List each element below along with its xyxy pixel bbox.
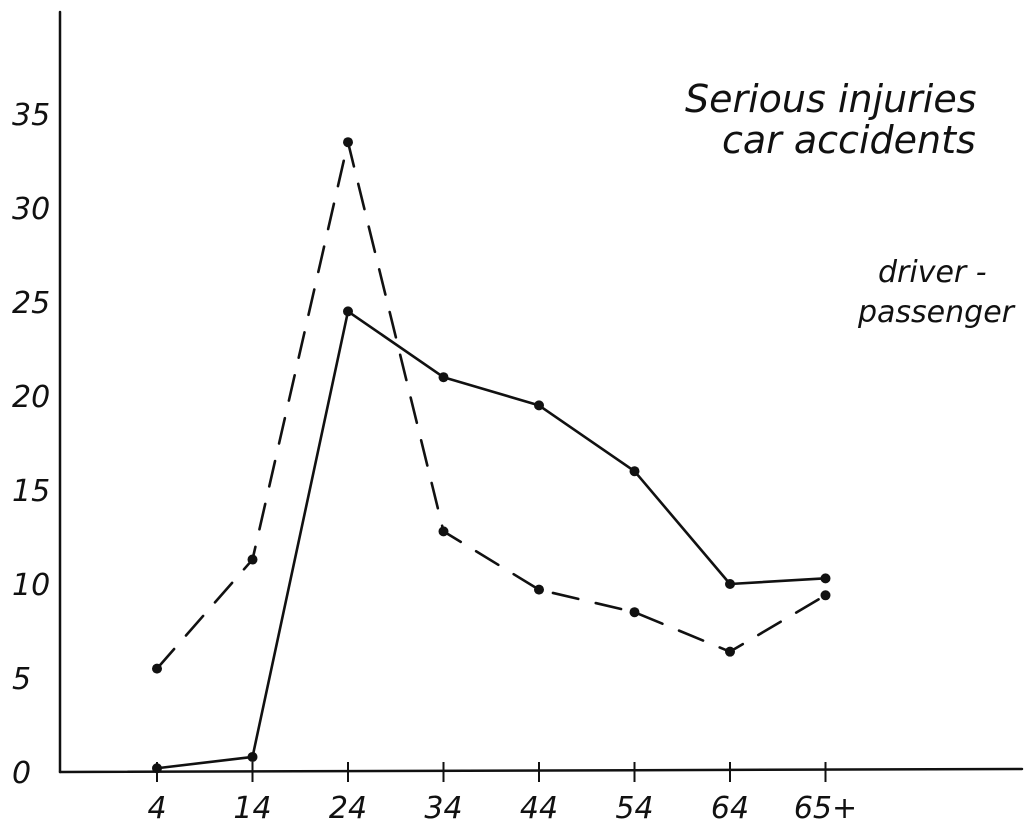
- x-tick-label: 24: [329, 791, 367, 826]
- y-axis-ticks: 0 5 10 15 20 25 30 35: [12, 98, 50, 791]
- y-tick-label: 5: [12, 662, 31, 697]
- legend-line-1: driver -: [878, 255, 987, 290]
- y-tick-label: 35: [12, 98, 50, 133]
- data-point-dashed: [629, 607, 640, 618]
- chart-title-line-2: car accidents: [722, 118, 976, 162]
- series-line-dashed: [155, 140, 827, 670]
- data-point-dashed: [343, 137, 353, 148]
- y-tick-label: 15: [12, 474, 50, 509]
- series-line-solid: [155, 310, 827, 770]
- series-dashed: [152, 137, 831, 674]
- x-tick-label: 14: [233, 791, 271, 826]
- y-tick-label: 25: [12, 286, 50, 321]
- data-point-dashed: [725, 646, 735, 657]
- x-axis-line: [58, 767, 1024, 774]
- data-point-dashed: [438, 526, 449, 537]
- y-tick-label: 0: [12, 756, 31, 791]
- x-tick-label: 64: [711, 791, 749, 826]
- x-tick-label: 44: [520, 791, 558, 826]
- data-point-dashed: [534, 584, 544, 595]
- x-tick-label: 65+: [794, 791, 857, 826]
- data-point-solid: [629, 466, 640, 477]
- data-point-solid: [438, 372, 449, 383]
- data-point-solid: [534, 400, 544, 411]
- series-layer: [152, 137, 831, 774]
- data-point-dashed: [152, 663, 162, 674]
- x-axis-ticks: 4 14 24 34 44 54 64 65+: [147, 762, 857, 826]
- chart-title-line-1: Serious injuries: [685, 77, 977, 121]
- y-tick-label: 30: [12, 192, 50, 227]
- data-point-solid: [247, 751, 258, 762]
- x-tick-label: 34: [424, 791, 462, 826]
- data-point-solid: [343, 306, 353, 317]
- legend-line-2: passenger: [857, 295, 1016, 330]
- x-tick-label: 54: [615, 791, 653, 826]
- axes: [58, 10, 1024, 774]
- data-point-solid: [820, 573, 831, 584]
- y-tick-label: 20: [12, 380, 50, 415]
- x-tick-label: 4: [147, 791, 166, 826]
- data-point-dashed: [247, 554, 258, 565]
- data-point-solid: [725, 579, 735, 589]
- data-point-solid: [152, 763, 162, 774]
- y-tick-label: 10: [12, 568, 50, 603]
- data-point-dashed: [820, 590, 831, 601]
- series-solid: [152, 306, 831, 774]
